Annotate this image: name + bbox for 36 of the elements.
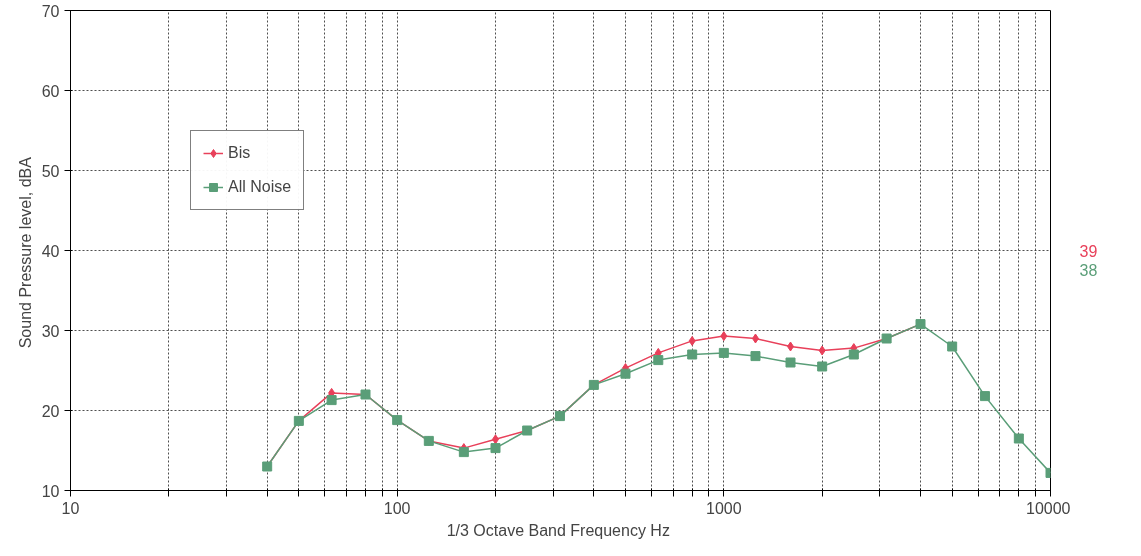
y-tick-label: 50 [41,162,60,180]
point [751,333,759,344]
x-axis-title: 1/3 Octave Band Frequency Hz [446,521,670,539]
y-tick-label: 40 [41,242,60,260]
y-tick-label: 30 [41,322,60,340]
point [620,368,631,379]
point [326,395,337,406]
point [720,331,728,342]
point [1013,433,1024,444]
point [653,355,664,366]
y-tick-label: 60 [41,82,60,100]
point [785,357,796,368]
point [848,349,859,360]
point [818,345,826,356]
y-tick-label: 10 [41,482,60,500]
legend-label: Bis [228,144,251,162]
point [750,351,761,362]
point [490,443,501,454]
x-tick-label: 100 [383,499,411,517]
point [979,391,990,402]
x-tick-label: 1000 [706,499,742,517]
point [458,447,469,458]
y-tick-label: 70 [41,2,60,20]
text: 39 [1079,242,1098,260]
y-tick-label: 20 [41,402,60,420]
legend-label: All Noise [228,178,292,196]
point [687,349,698,360]
y-axis-title: Sound Pressure level, dBA [16,156,34,349]
point [817,361,828,372]
point [718,347,729,358]
x-tick-label: 10 [61,499,80,517]
point [688,335,696,346]
point [947,341,958,352]
x-tick-label: 10000 [1026,499,1071,517]
text: 38 [1079,261,1098,279]
point [787,341,795,352]
